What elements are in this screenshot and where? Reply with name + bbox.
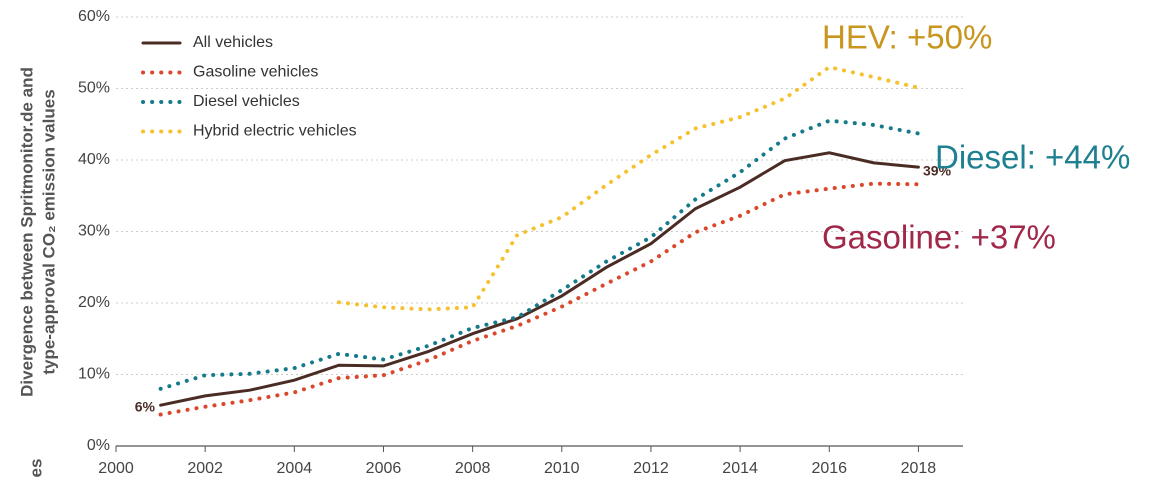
annotation: 6% xyxy=(135,399,156,415)
x-tick-label: 2004 xyxy=(277,460,313,477)
x-tick-label: 2014 xyxy=(722,460,758,477)
annotation: Diesel: +44% xyxy=(935,139,1130,176)
annotation: 39% xyxy=(923,163,952,179)
series-line xyxy=(158,118,921,391)
legend-label: All vehicles xyxy=(193,34,273,51)
legend-label: Gasoline vehicles xyxy=(193,64,318,81)
annotation: HEV: +50% xyxy=(822,19,992,56)
y-tick-label: 50% xyxy=(78,80,110,97)
y-axis-label: type-approval CO₂ emission values xyxy=(39,89,58,374)
x-tick-label: 2016 xyxy=(811,460,847,477)
x-tick-label: 2012 xyxy=(633,460,669,477)
y-axis-label: Divergence between Spritmonitor.de and xyxy=(17,67,36,397)
x-tick-label: 2008 xyxy=(455,460,491,477)
annotation: Gasoline: +37% xyxy=(822,219,1056,256)
series-line xyxy=(159,151,920,407)
y-tick-label: 60% xyxy=(78,8,110,25)
x-tick-label: 2006 xyxy=(366,460,402,477)
y-tick-label: 20% xyxy=(78,294,110,311)
x-tick-label: 2000 xyxy=(98,460,134,477)
y-tick-label: 10% xyxy=(78,366,110,383)
x-tick-label: 2002 xyxy=(187,460,223,477)
y-tick-label: 40% xyxy=(78,151,110,168)
series-line xyxy=(158,181,921,417)
x-tick-label: 2010 xyxy=(544,460,580,477)
legend-label: Diesel vehicles xyxy=(193,93,300,110)
cut-label: es xyxy=(26,459,45,478)
x-tick-label: 2018 xyxy=(901,460,937,477)
y-tick-label: 0% xyxy=(87,437,110,454)
legend-label: Hybrid electric vehicles xyxy=(193,123,357,140)
y-tick-label: 30% xyxy=(78,223,110,240)
